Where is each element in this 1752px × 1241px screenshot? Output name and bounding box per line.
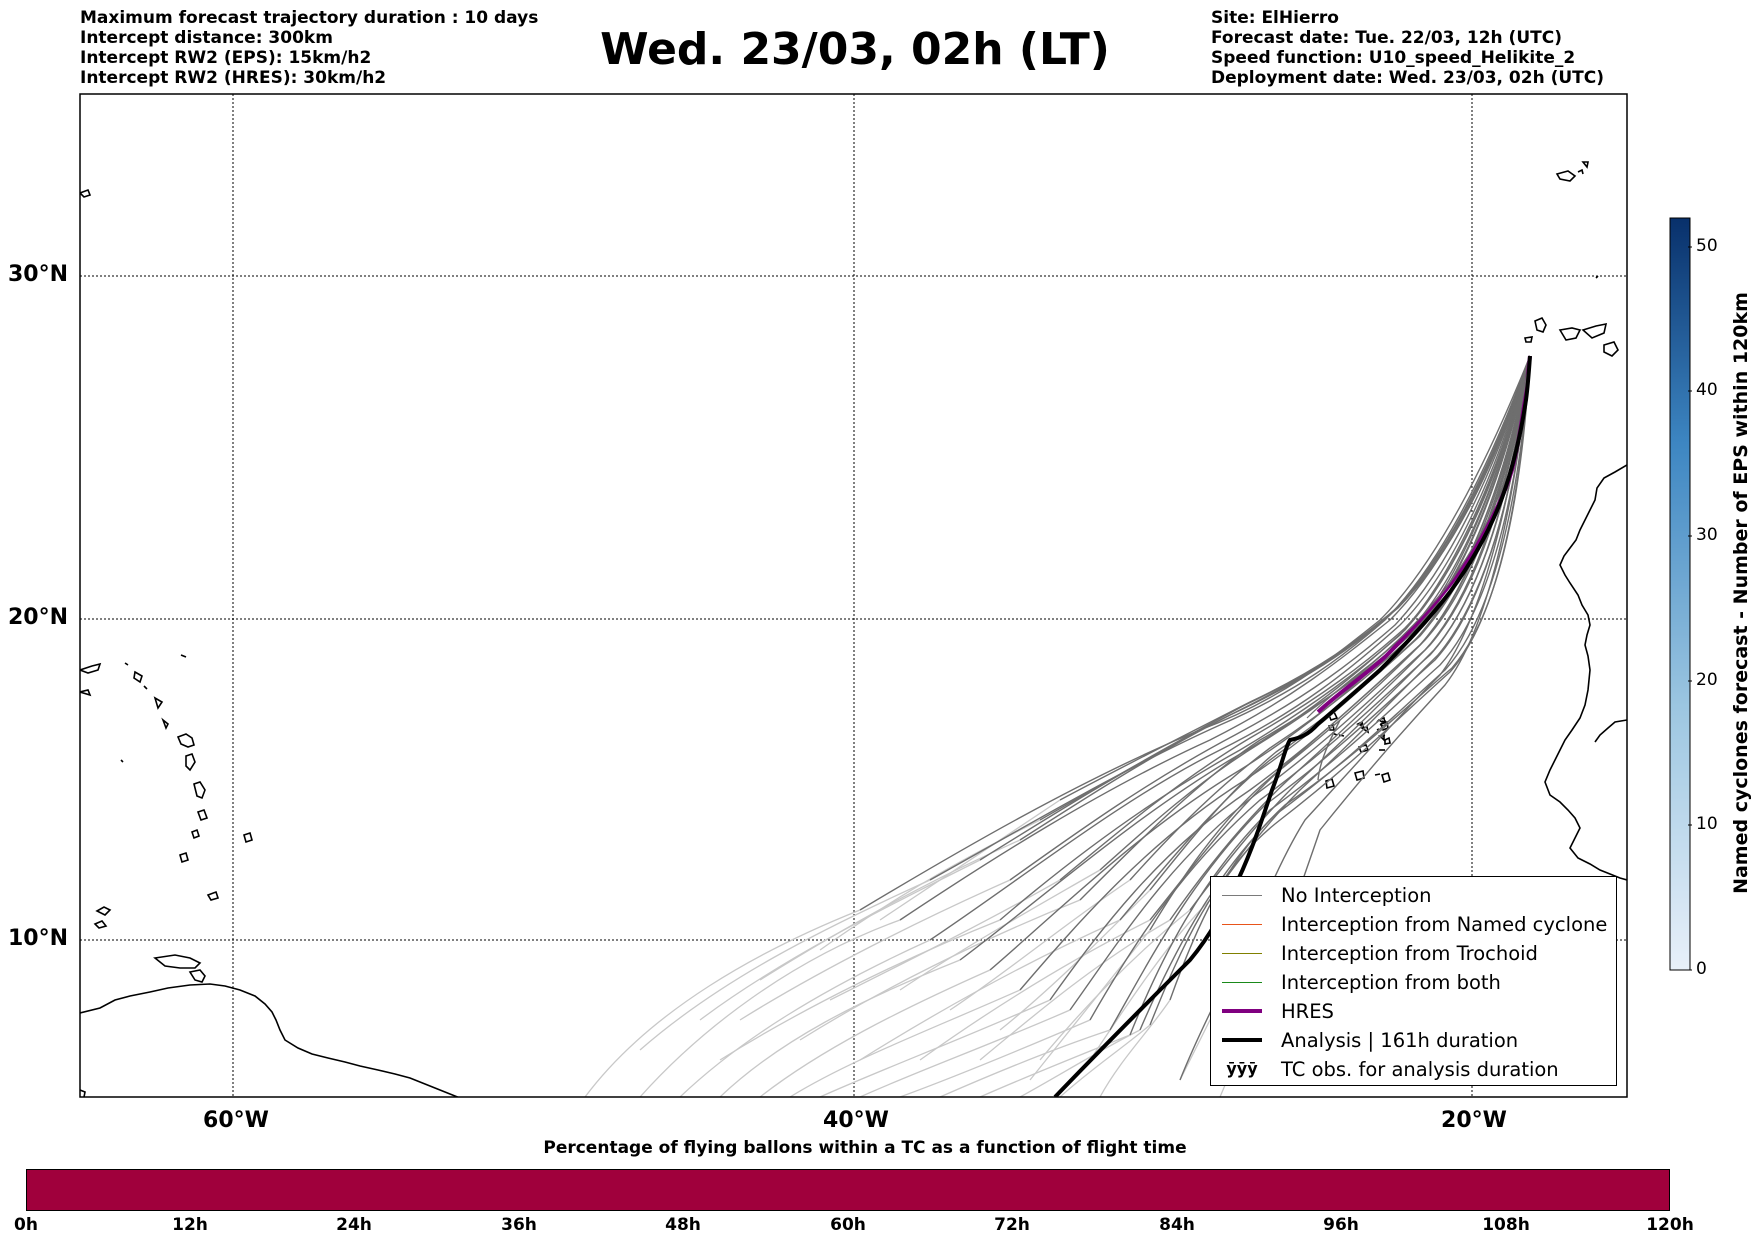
bottom-tick-60h: 60h	[830, 1215, 866, 1235]
legend-label: HRES	[1281, 999, 1334, 1023]
hres-trajectory-edge	[1306, 355, 1531, 719]
bottom-tick-24h: 24h	[336, 1215, 372, 1235]
site-text: Site: ElHierro	[1211, 8, 1339, 28]
legend-item-tc-obs: ӯӯӯ TC obs. for analysis duration	[1219, 1055, 1559, 1083]
forecast-date-text: Forecast date: Tue. 22/03, 12h (UTC)	[1211, 28, 1562, 48]
legend-item-trochoid: Interception from Trochoid	[1219, 939, 1538, 967]
legend-label: TC obs. for analysis duration	[1281, 1057, 1559, 1081]
legend-label: No Interception	[1281, 883, 1432, 907]
bottom-tick-48h: 48h	[665, 1215, 701, 1235]
intercept-hres-text: Intercept RW2 (HRES): 30km/h2	[80, 68, 387, 88]
intercept-eps-text: Intercept RW2 (EPS): 15km/h2	[80, 48, 372, 68]
header-left-info: Maximum forecast trajectory duration : 1…	[80, 8, 538, 88]
right-cbar-tick-10: 10	[1696, 814, 1718, 834]
legend-label: Interception from both	[1281, 970, 1501, 994]
tc-symbol-icon: ӯӯӯ	[1226, 1059, 1258, 1078]
bottom-colorbar	[26, 1169, 1670, 1211]
lon-label-20w: 20°W	[1441, 1108, 1507, 1133]
lat-label-10n: 10°N	[8, 926, 69, 951]
legend-label: Interception from Named cyclone	[1281, 912, 1608, 936]
right-cbar-tick-30: 30	[1696, 525, 1718, 545]
bottom-tick-108h: 108h	[1482, 1215, 1530, 1235]
gridlines	[80, 94, 1627, 1097]
bottom-tick-36h: 36h	[501, 1215, 537, 1235]
legend-item-hres: HRES	[1219, 997, 1334, 1025]
max-duration-text: Maximum forecast trajectory duration : 1…	[80, 8, 539, 28]
lat-label-20n: 20°N	[8, 605, 69, 630]
right-colorbar-label: Named cyclones forecast - Number of EPS …	[1730, 292, 1752, 894]
right-cbar-tick-50: 50	[1696, 236, 1718, 256]
legend-item-no-interception: No Interception	[1219, 881, 1432, 909]
intercept-distance-text: Intercept distance: 300km	[80, 28, 333, 48]
legend-item-analysis: Analysis | 161h duration	[1219, 1026, 1518, 1054]
speed-function-text: Speed function: U10_speed_Helikite_2	[1211, 48, 1576, 68]
header-right-info: Site: ElHierro Forecast date: Tue. 22/03…	[1211, 8, 1604, 88]
legend-item-named-cyclone: Interception from Named cyclone	[1219, 910, 1607, 938]
legend-item-both: Interception from both	[1219, 968, 1501, 996]
right-cbar-tick-0: 0	[1696, 959, 1707, 979]
legend-label: Analysis | 161h duration	[1281, 1028, 1519, 1052]
right-cbar-tick-40: 40	[1696, 380, 1718, 400]
map-frame	[79, 93, 1628, 1098]
bottom-tick-12h: 12h	[172, 1215, 208, 1235]
bottom-colorbar-title: Percentage of flying ballons within a TC…	[543, 1138, 1187, 1158]
bottom-tick-96h: 96h	[1323, 1215, 1359, 1235]
right-cbar-tick-20: 20	[1696, 670, 1718, 690]
right-colorbar-gradient	[1669, 217, 1691, 971]
deployment-date-text: Deployment date: Wed. 23/03, 02h (UTC)	[1211, 68, 1605, 88]
bottom-tick-0h: 0h	[14, 1215, 38, 1235]
lon-label-60w: 60°W	[203, 1108, 269, 1133]
map-legend: No Interception Interception from Named …	[1210, 876, 1617, 1086]
lat-label-30n: 30°N	[8, 262, 69, 287]
bottom-tick-84h: 84h	[1159, 1215, 1195, 1235]
page-title: Wed. 23/03, 02h (LT)	[600, 24, 1110, 75]
bottom-tick-120h: 120h	[1646, 1215, 1694, 1235]
lon-label-40w: 40°W	[823, 1108, 889, 1133]
right-colorbar-ticks	[1688, 246, 1692, 971]
bottom-tick-72h: 72h	[994, 1215, 1030, 1235]
legend-label: Interception from Trochoid	[1281, 941, 1538, 965]
coastlines	[80, 161, 1627, 1097]
eps-trajectories-faded	[584, 799, 1281, 1097]
